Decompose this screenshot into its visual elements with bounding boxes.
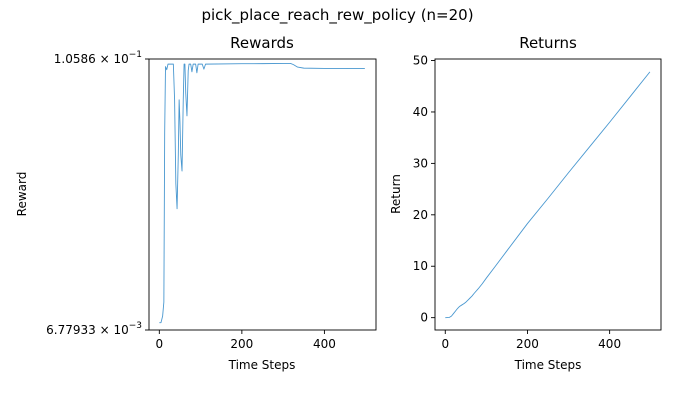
returns-xlabel: Time Steps (514, 358, 582, 372)
rewards-xtick-label: 0 (155, 337, 163, 351)
returns-xtick-label: 0 (441, 337, 449, 351)
rewards-ticks: 0 200 400 1.0586 × 10−1 6.77933 × 10−3 (46, 50, 336, 351)
returns-xtick-label: 400 (598, 337, 621, 351)
rewards-ylabel: Reward (15, 172, 29, 217)
rewards-panel: Rewards 0 200 400 1.0586 × 10−1 6.77933 × 10… (15, 34, 377, 372)
rewards-xlabel: Time Steps (228, 358, 296, 372)
rewards-axes-frame (148, 58, 377, 331)
returns-ytick-label: 50 (413, 54, 428, 68)
returns-panel: Returns 0 200 400 0 10 20 30 40 50 Time Steps Re… (389, 34, 662, 372)
returns-axes-frame (434, 58, 662, 331)
returns-ytick-label: 30 (413, 156, 428, 170)
returns-ylabel: Return (389, 174, 403, 214)
figure-suptitle: pick_place_reach_rew_policy (n=20) (201, 6, 473, 25)
returns-ytick-label: 0 (420, 311, 428, 325)
returns-ytick-label: 10 (413, 259, 428, 273)
rewards-xtick-label: 400 (313, 337, 336, 351)
rewards-ytick-label: 6.77933 × 10−3 (46, 321, 142, 337)
returns-ytick-label: 20 (413, 208, 428, 222)
rewards-xtick-label: 200 (230, 337, 253, 351)
returns-ytick-label: 40 (413, 105, 428, 119)
rewards-ytick-label: 1.0586 × 10−1 (54, 50, 142, 66)
returns-xtick-label: 200 (516, 337, 539, 351)
returns-title: Returns (519, 34, 577, 52)
rewards-series-line (159, 62, 365, 324)
returns-ticks: 0 200 400 0 10 20 30 40 50 (413, 54, 621, 351)
rewards-title: Rewards (230, 34, 294, 52)
returns-series-line (445, 71, 651, 319)
